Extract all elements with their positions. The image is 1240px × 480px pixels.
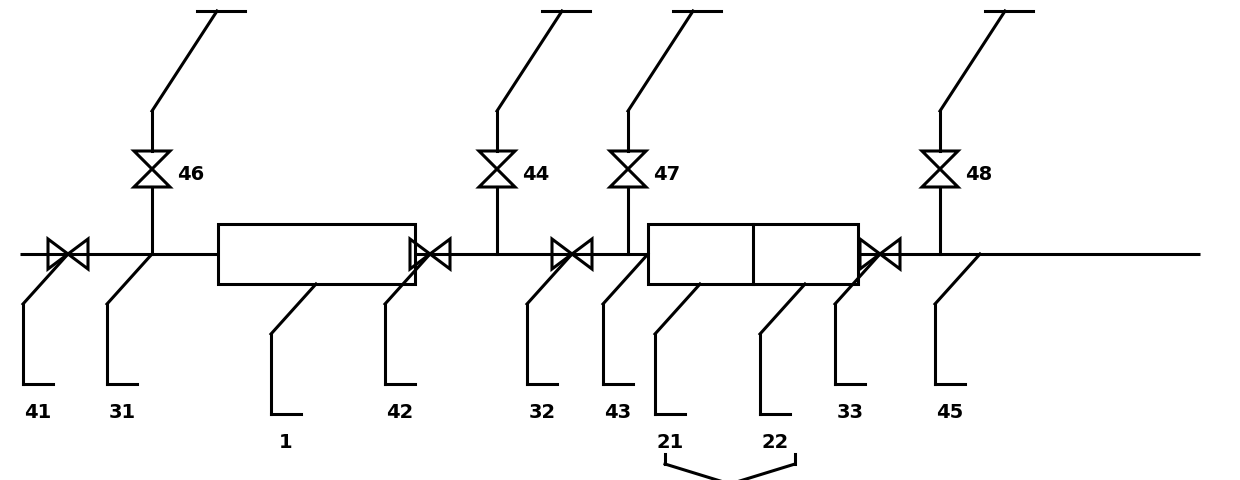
Text: 51: 51	[572, 0, 599, 4]
Text: 53: 53	[703, 0, 730, 4]
Text: 44: 44	[522, 165, 549, 184]
Text: 47: 47	[653, 165, 680, 184]
Bar	[649, 225, 858, 285]
Bar	[218, 225, 415, 285]
Text: 33: 33	[837, 402, 863, 421]
Text: 54: 54	[1016, 0, 1043, 4]
Text: 42: 42	[387, 402, 414, 421]
Text: 46: 46	[177, 165, 205, 184]
Text: 41: 41	[25, 402, 52, 421]
Text: 31: 31	[108, 402, 135, 421]
Text: 21: 21	[656, 432, 683, 451]
Text: 22: 22	[761, 432, 789, 451]
Text: 1: 1	[279, 432, 293, 451]
Text: 45: 45	[936, 402, 963, 421]
Text: 52: 52	[227, 0, 254, 4]
Text: 48: 48	[965, 165, 992, 184]
Text: 43: 43	[604, 402, 631, 421]
Text: 32: 32	[528, 402, 556, 421]
